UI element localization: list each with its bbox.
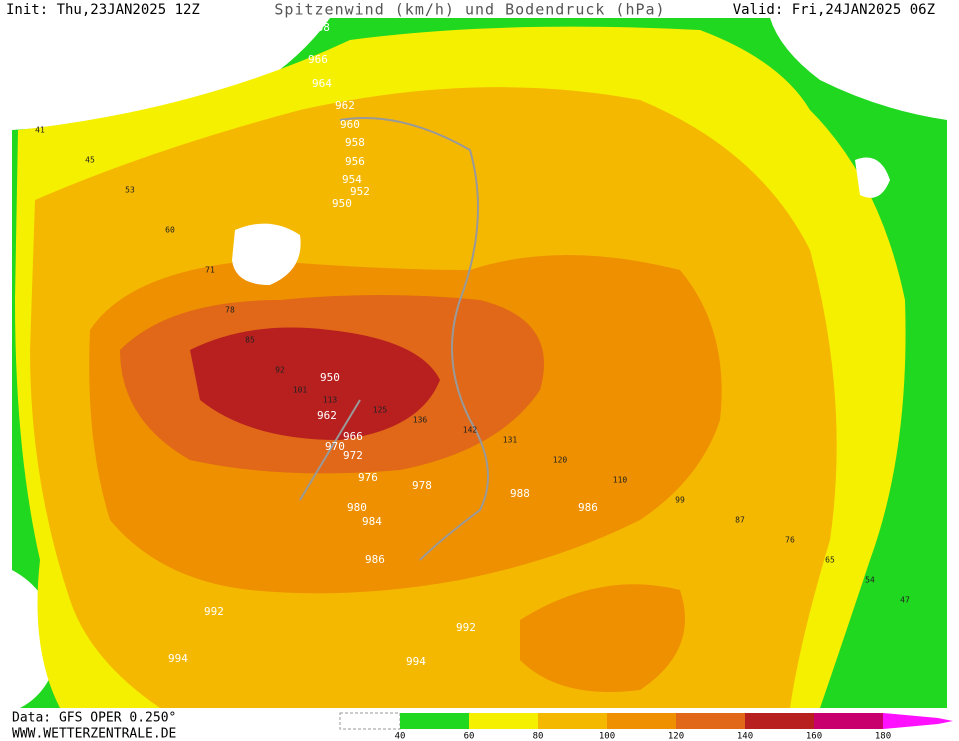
isobar-label: 994 [406,655,426,668]
header-bar [0,0,959,18]
colorbar-segment [607,713,676,729]
calm-area [12,18,40,30]
coastline [299,117,489,561]
wind-label: 71 [205,266,215,275]
colorbar-calm [339,712,401,730]
valid-time: Valid: Fri,24JAN2025 06Z [733,2,935,18]
colorbar-label: 40 [395,732,406,741]
wind-label: 53 [125,186,135,195]
isobar-label: 966 [308,53,328,66]
isobar-label: 960 [340,118,360,131]
colorbar-segment [676,713,745,729]
wind-label: 101 [293,386,308,395]
website: WWW.WETTERZENTRALE.DE [12,727,176,741]
colorbar-label: 100 [599,732,615,741]
isobar-label: 986 [365,553,385,566]
wind-label: 125 [373,406,388,415]
map [12,18,947,709]
wind-label: 47 [900,596,910,605]
init-time: Init: Thu,23JAN2025 12Z [6,2,200,18]
isobar-label: 954 [342,173,362,186]
isobar-label: 950 [332,197,352,210]
wind-label: 113 [323,396,338,405]
wind-label: 87 [735,516,745,525]
wind-label: 85 [245,336,255,345]
colorbar-label: 60 [464,732,475,741]
wind-label: 142 [463,426,478,435]
wind-label: 76 [785,536,795,545]
colorbar-segment [814,713,883,729]
isobar-label: 964 [312,77,332,90]
calm-area [770,18,947,120]
isobar-label: 976 [358,471,378,484]
map-title: Spitzenwind (km/h) und Bodendruck (hPa) [274,1,665,19]
wind-label: 60 [165,226,175,235]
colorbar-arrow [883,713,953,729]
colorbar-segment [469,713,538,729]
isobar-label: 950 [320,371,340,384]
wind-label: 65 [825,556,835,565]
isobar-label: 978 [412,479,432,492]
calm-area [232,223,301,285]
isobar-label: 966 [343,430,363,443]
wind-label: 110 [613,476,628,485]
wind-100 [520,584,685,692]
isobar-labels: 968 966 964 962 960 958 956 954 952 950 … [168,21,598,668]
isobar-label: 984 [362,515,382,528]
isobar-label: 986 [578,501,598,514]
isobar-label: 988 [510,487,530,500]
colorbar-label: 180 [875,732,891,741]
wind-label: 92 [275,366,285,375]
isobar-label: 958 [345,136,365,149]
wind-label: 99 [675,496,685,505]
colorbar-segment [538,713,607,729]
isobar-label: 980 [347,501,367,514]
colorbar-label: 80 [533,732,544,741]
isobar-label: 962 [335,99,355,112]
isobar-label: 992 [456,621,476,634]
colorbar-label: 120 [668,732,684,741]
calm-area [12,18,330,130]
wind-label: 131 [503,436,518,445]
wind-label: 45 [85,156,95,165]
colorbar-segment [745,713,814,729]
colorbar-segment [400,713,469,729]
isobar-label: 970 [325,440,345,453]
wind-label: 54 [865,576,875,585]
wind-140 [190,327,440,440]
colorbar: 40 60 80 100 120 140 160 180 [395,713,953,741]
wind-labels: 41 45 53 60 71 78 85 92 101 113 125 136 142 131 120 110… [35,126,910,605]
wind-label: 78 [225,306,235,315]
colorbar-label: 160 [806,732,822,741]
isobar-label: 992 [204,605,224,618]
wind-label: 136 [413,416,428,425]
isobar-label: 972 [343,449,363,462]
colorbar-label: 140 [737,732,753,741]
isobar-label: 952 [350,185,370,198]
wind-label: 41 [35,126,45,135]
data-source: Data: GFS OPER 0.250° [12,711,176,726]
isobar-label: 968 [310,21,330,34]
wind-label: 120 [553,456,568,465]
calm-area [855,157,890,198]
isobar-label: 962 [317,409,337,422]
isobar-label: 956 [345,155,365,168]
isobar-label: 994 [168,652,188,665]
